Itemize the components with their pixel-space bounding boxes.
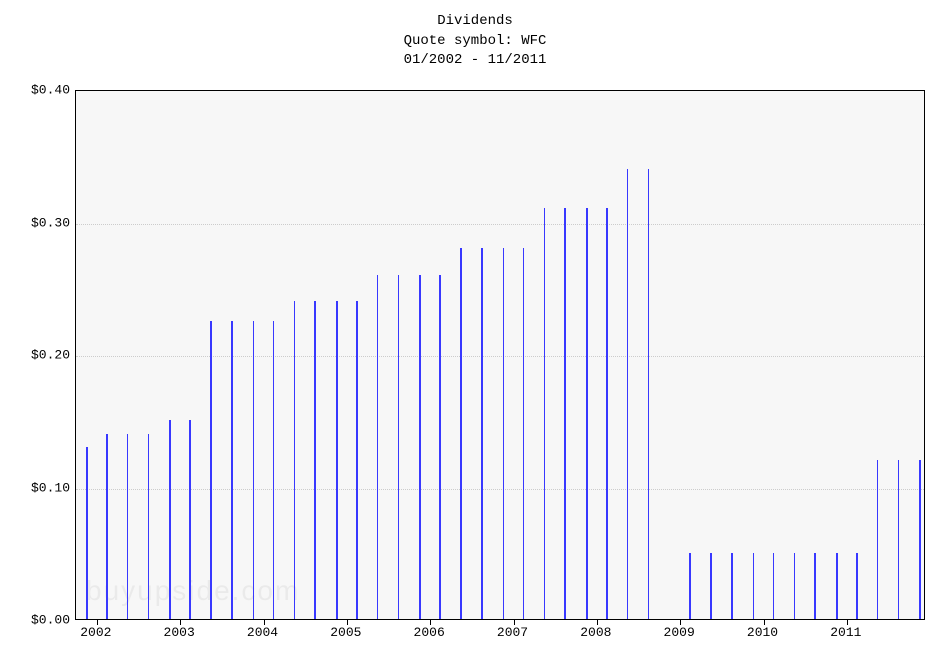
bar	[648, 169, 650, 620]
bar	[710, 553, 712, 619]
bar	[753, 553, 755, 619]
bar	[377, 275, 379, 620]
bar	[294, 301, 296, 619]
x-axis-label: 2009	[664, 625, 695, 640]
x-axis-label: 2004	[247, 625, 278, 640]
bar	[836, 553, 838, 619]
y-axis-label: $0.40	[10, 83, 70, 98]
grid-line	[76, 489, 924, 490]
bar	[419, 275, 421, 620]
bar	[169, 420, 171, 619]
x-axis-label: 2003	[164, 625, 195, 640]
bar	[586, 208, 588, 619]
bar	[356, 301, 358, 619]
bar	[814, 553, 816, 619]
bar	[86, 447, 88, 619]
bar	[856, 553, 858, 619]
bar	[481, 248, 483, 619]
bar	[544, 208, 546, 619]
y-axis-label: $0.20	[10, 348, 70, 363]
bar	[877, 460, 879, 619]
bar	[564, 208, 566, 619]
bar	[127, 434, 129, 620]
bar	[731, 553, 733, 619]
bar	[210, 321, 212, 619]
watermark: buyupside.com	[86, 575, 300, 607]
bar	[314, 301, 316, 619]
y-axis-label: $0.00	[10, 613, 70, 628]
x-axis-label: 2007	[497, 625, 528, 640]
chart-title-block: Dividends Quote symbol: WFC 01/2002 - 11…	[0, 12, 950, 71]
bar	[606, 208, 608, 619]
bar	[336, 301, 338, 619]
title-line-1: Dividends	[0, 12, 950, 32]
bar	[231, 321, 233, 619]
x-axis-label: 2005	[330, 625, 361, 640]
grid-line	[76, 356, 924, 357]
bar	[253, 321, 255, 619]
x-axis-label: 2002	[80, 625, 111, 640]
plot-area: buyupside.com	[75, 90, 925, 620]
x-axis-label: 2006	[414, 625, 445, 640]
title-line-2: Quote symbol: WFC	[0, 32, 950, 52]
bar	[398, 275, 400, 620]
bar	[439, 275, 441, 620]
bar	[503, 248, 505, 619]
bar	[627, 169, 629, 620]
dividends-chart: Dividends Quote symbol: WFC 01/2002 - 11…	[0, 0, 950, 650]
bar	[523, 248, 525, 619]
x-axis-label: 2011	[830, 625, 861, 640]
x-axis-label: 2008	[580, 625, 611, 640]
y-axis-label: $0.10	[10, 480, 70, 495]
bar	[794, 553, 796, 619]
bar	[689, 553, 691, 619]
x-axis-label: 2010	[747, 625, 778, 640]
bar	[189, 420, 191, 619]
title-line-3: 01/2002 - 11/2011	[0, 51, 950, 71]
bar	[773, 553, 775, 619]
bar	[460, 248, 462, 619]
bar	[919, 460, 921, 619]
bar	[898, 460, 900, 619]
bar	[106, 434, 108, 620]
bar	[273, 321, 275, 619]
y-axis-label: $0.30	[10, 215, 70, 230]
grid-line	[76, 224, 924, 225]
bar	[148, 434, 150, 620]
